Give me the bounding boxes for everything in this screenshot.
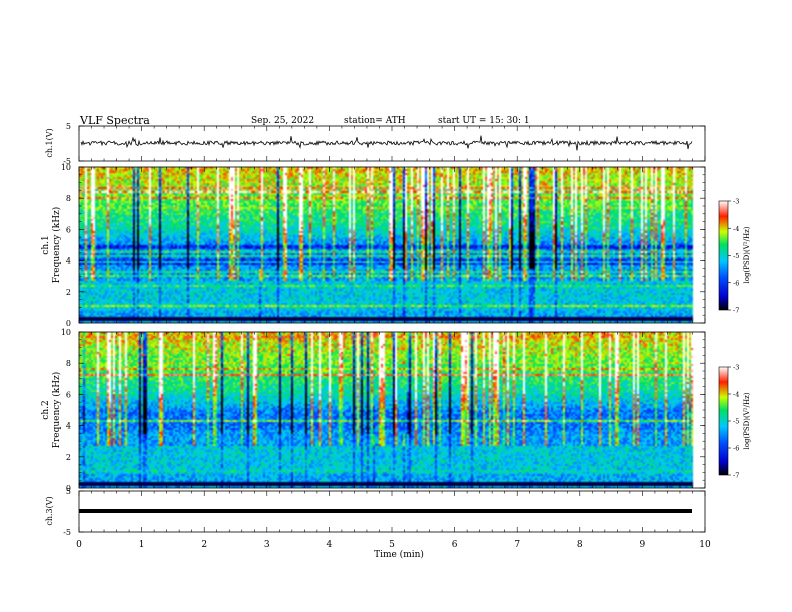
colorbar-tick-label: -3 [733,198,739,206]
x-tick-label: 3 [264,540,270,550]
ch2-spectrogram-ylabel-freq: Frequency (kHz) [51,372,62,449]
ch2-spectrogram-ylabel-channel: ch.2 [41,400,51,419]
colorbar-tick-label: -4 [733,391,739,399]
x-tick-label: 7 [514,540,520,550]
x-tick-label: 2 [201,540,207,550]
x-tick-label: 1 [139,540,145,550]
colorbar-tick-label: -7 [733,307,739,315]
figure-title: VLF Spectra [80,114,150,127]
x-axis-label: Time (min) [374,549,424,560]
x-tick-label: 0 [76,540,82,550]
ch1-spectrogram-image [79,167,705,323]
ch2-colorbar-ticks: -3 -4 -5 -6 -7 [728,364,739,480]
ch2-colorbar-label: log(PSD)(V²/Hz) [743,392,751,449]
colorbar-tick-label: -3 [733,364,739,372]
x-tick-label: 5 [389,540,395,550]
y-tick-label: 4 [66,257,71,266]
colorbar-tick-label: -6 [733,279,739,287]
ch1-colorbar-ticks: -3 -4 -5 -6 -7 [728,198,739,315]
y-tick-label: 8 [66,359,71,368]
colorbar-tick-label: -7 [733,472,739,480]
ch1-waveform-trace [80,135,693,151]
y-tick-label: 8 [66,194,71,203]
ch1-spectrogram-ylabel-channel: ch.1 [41,235,51,254]
ch1-colorbar: -3 -4 -5 -6 -7 log(PSD)(V²/Hz) [718,198,751,315]
colorbar-tick-label: -6 [733,445,739,453]
y-tick-label: -5 [63,157,71,166]
start-time-label: start UT = 15: 30: 1 [438,116,530,126]
date-label: Sep. 25, 2022 [251,116,315,126]
y-tick-label: 2 [66,288,71,297]
y-tick-label: 5 [66,122,71,131]
y-tick-label: 10 [61,328,71,337]
ch1-colorbar-scale [718,200,729,311]
y-tick-label: 10 [61,163,71,172]
ch1-colorbar-label: log(PSD)(V²/Hz) [743,226,751,283]
ch2-spectrogram-image [79,332,705,488]
colorbar-tick-label: -5 [733,418,739,426]
y-tick-label: 5 [66,487,71,496]
colorbar-tick-label: -4 [733,225,739,233]
x-tick-label: 6 [452,540,458,550]
ch3-waveform-ylabel: ch.3(V) [45,496,54,525]
x-tick-label: 9 [640,540,646,550]
ch1-spectrogram [78,166,706,324]
y-tick-label: 4 [66,422,71,431]
x-tick-label: 4 [327,540,333,550]
y-tick-label: 0 [66,319,71,328]
ch1-waveform-line [80,135,693,151]
ch2-colorbar: -3 -4 -5 -6 -7 log(PSD)(V²/Hz) [718,364,751,480]
ch2-spectrogram [78,331,706,489]
y-tick-label: 0 [66,484,71,493]
x-tick-label: 8 [577,540,583,550]
ch3-waveform-trace [79,509,692,513]
y-tick-label: 6 [66,390,71,399]
ch1-waveform-ylabel: ch.1(V) [45,128,54,157]
y-tick-label: 6 [66,225,71,234]
ch1-spectrogram-ylabel-freq: Frequency (kHz) [51,207,62,284]
ch2-colorbar-scale [718,366,729,476]
x-tick-label: 10 [699,540,711,550]
station-label: station= ATH [344,116,406,126]
colorbar-tick-label: -5 [733,252,739,260]
y-tick-label: 2 [66,453,71,462]
y-tick-label: -5 [63,528,71,537]
